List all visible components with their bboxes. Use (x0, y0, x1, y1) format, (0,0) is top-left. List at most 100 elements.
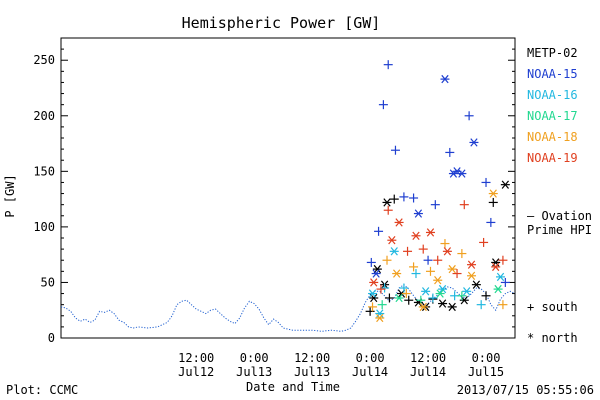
y-tick-label: 50 (41, 275, 55, 289)
x-tick-label-time: 12:00 (410, 351, 446, 365)
data-point-north (488, 189, 498, 198)
x-tick-label-time: 0:00 (240, 351, 269, 365)
y-axis-ticks: 0 50 100 150 200 250 (33, 37, 515, 345)
footer-plot-credit: Plot: CCMC (6, 383, 78, 397)
data-point-north (457, 169, 467, 178)
y-tick-label: 250 (33, 53, 55, 67)
data-point-north (413, 209, 423, 218)
data-point-north (375, 309, 385, 318)
data-point-north (418, 302, 428, 312)
data-point-south (481, 291, 491, 301)
data-point-north (369, 278, 379, 287)
data-point-south (428, 293, 438, 303)
data-point-north (387, 236, 397, 245)
data-point-south (425, 266, 435, 276)
x-axis-label: Date and Time (246, 380, 340, 394)
legend-entry: NOAA-16 (527, 88, 578, 102)
data-point-south (457, 291, 467, 301)
data-point-south (476, 300, 486, 310)
legend-marker-south: + south (527, 300, 578, 314)
legend: METP-02 NOAA-15 NOAA-16 NOAA-17 NOAA-18 NOAA-… (527, 46, 592, 345)
legend-entry: NOAA-15 (527, 67, 578, 81)
series-ovation-prime-hpi (60, 284, 516, 332)
legend-entry: NOAA-17 (527, 109, 578, 123)
data-point-north (368, 289, 378, 298)
x-tick-label-date: Jul14 (410, 365, 446, 379)
legend-satellites: METP-02 NOAA-15 NOAA-16 NOAA-17 NOAA-18 NOAA-… (527, 46, 578, 165)
data-point-south (418, 244, 428, 254)
data-point-north (392, 269, 402, 278)
data-point-south (403, 246, 413, 256)
x-tick-label-date: Jul13 (294, 365, 330, 379)
data-point-south (368, 302, 378, 312)
y-tick-label: 0 (48, 331, 55, 345)
y-axis-label: P [GW] (3, 174, 17, 217)
x-axis-ticks: 12:00Jul120:00Jul1312:00Jul130:00Jul1412… (178, 351, 504, 379)
data-point-south (380, 283, 390, 293)
data-point-north (394, 218, 404, 227)
series-noaa-19 (369, 200, 508, 294)
legend-markers: + south * north (527, 300, 578, 345)
data-point-north (382, 198, 392, 207)
x-tick-label-time: 12:00 (178, 351, 214, 365)
legend-marker-north: * north (527, 331, 578, 345)
x-tick-label-time: 0:00 (472, 351, 501, 365)
data-point-south (384, 293, 394, 303)
data-point-south (500, 277, 510, 287)
data-point-south (423, 255, 433, 265)
data-point-north (447, 302, 457, 312)
data-point-south (374, 226, 384, 236)
data-point-north (394, 293, 404, 303)
y-tick-label: 200 (33, 109, 55, 123)
data-point-north (447, 264, 457, 274)
data-point-south (433, 255, 443, 265)
data-point-south (457, 249, 467, 259)
footer-timestamp: 2013/07/15 05:55:06 (457, 383, 594, 397)
data-point-north (435, 289, 445, 298)
data-point-south (459, 200, 469, 210)
data-point-north (421, 287, 431, 296)
data-point-south (440, 239, 450, 249)
data-point-south (452, 269, 462, 279)
chart-title: Hemispheric Power [GW] (182, 14, 381, 32)
ovation-hpi-line (60, 284, 516, 332)
data-point-north (438, 284, 448, 294)
data-point-south (409, 193, 419, 203)
data-point-south (376, 284, 386, 294)
data-point-north (491, 262, 501, 272)
data-point-north (462, 287, 472, 296)
legend-entry: METP-02 (527, 46, 578, 60)
data-point-north (438, 299, 448, 308)
x-tick-label-time: 12:00 (294, 351, 330, 365)
data-point-south (389, 194, 399, 204)
data-point-north (493, 284, 503, 294)
data-point-south (365, 306, 375, 316)
data-point-north (442, 247, 452, 256)
data-point-north (469, 138, 479, 147)
data-point-north (467, 260, 477, 269)
series-noaa-15 (366, 60, 510, 287)
legend-ovation-line2: Prime HPI (527, 223, 592, 237)
data-point-north (500, 180, 510, 189)
legend-entry: NOAA-19 (527, 151, 578, 165)
data-point-south (486, 217, 496, 227)
data-point-south (377, 300, 387, 310)
y-tick-label: 150 (33, 164, 55, 178)
data-point-south (382, 255, 392, 265)
data-point-south (399, 283, 409, 293)
legend-ovation-line1: — Ovation (527, 209, 592, 223)
data-point-south (390, 145, 400, 155)
x-tick-label-date: Jul14 (352, 365, 388, 379)
data-point-south (488, 197, 498, 207)
x-tick-label-date: Jul15 (468, 365, 504, 379)
data-point-north (467, 271, 477, 280)
data-point-south (430, 200, 440, 210)
data-point-north (433, 276, 443, 285)
data-point-north (389, 247, 399, 256)
data-point-south (498, 300, 508, 310)
data-point-north (471, 280, 481, 289)
data-point-north (496, 272, 506, 282)
x-tick-label-date: Jul12 (178, 365, 214, 379)
data-point-south (401, 289, 411, 299)
